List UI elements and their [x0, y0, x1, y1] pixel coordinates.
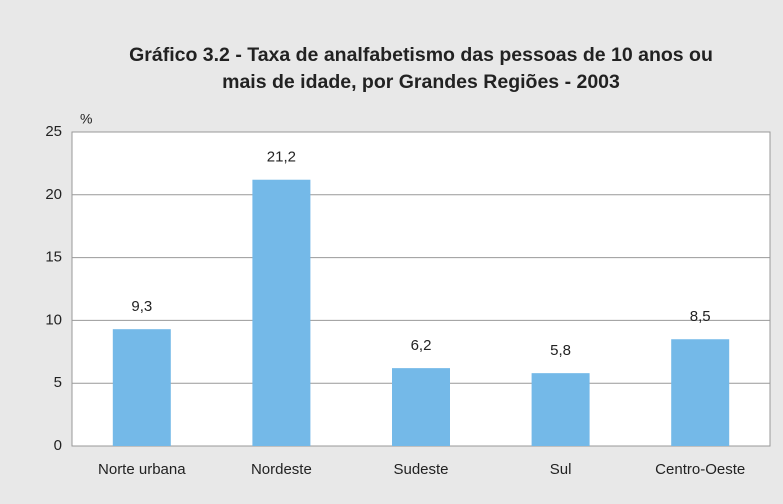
x-tick-label: Norte urbana [98, 461, 186, 478]
y-tick-label: 0 [54, 437, 62, 454]
y-tick-label: 20 [45, 186, 62, 203]
x-tick-label: Sul [550, 461, 572, 478]
bar [671, 339, 730, 446]
bar [531, 373, 590, 446]
y-tick-label: 10 [45, 311, 62, 328]
y-tick-label: 25 [45, 123, 62, 140]
value-label: 5,8 [550, 342, 571, 359]
value-label: 9,3 [131, 298, 152, 315]
x-tick-label: Sudeste [393, 461, 448, 478]
value-label: 8,5 [690, 308, 711, 325]
y-axis-label: % [80, 111, 92, 127]
value-label: 21,2 [267, 149, 296, 166]
chart-title: Gráfico 3.2 - Taxa de analfabetismo das … [129, 44, 713, 66]
bar [112, 329, 171, 446]
y-tick-label: 5 [54, 374, 62, 391]
bar [392, 368, 450, 446]
value-label: 6,2 [411, 337, 432, 354]
bar [252, 179, 311, 446]
chart-title: mais de idade, por Grandes Regiões - 200… [222, 71, 620, 93]
x-tick-label: Nordeste [251, 461, 312, 478]
x-tick-label: Centro-Oeste [655, 461, 745, 478]
y-tick-label: 15 [45, 249, 62, 266]
